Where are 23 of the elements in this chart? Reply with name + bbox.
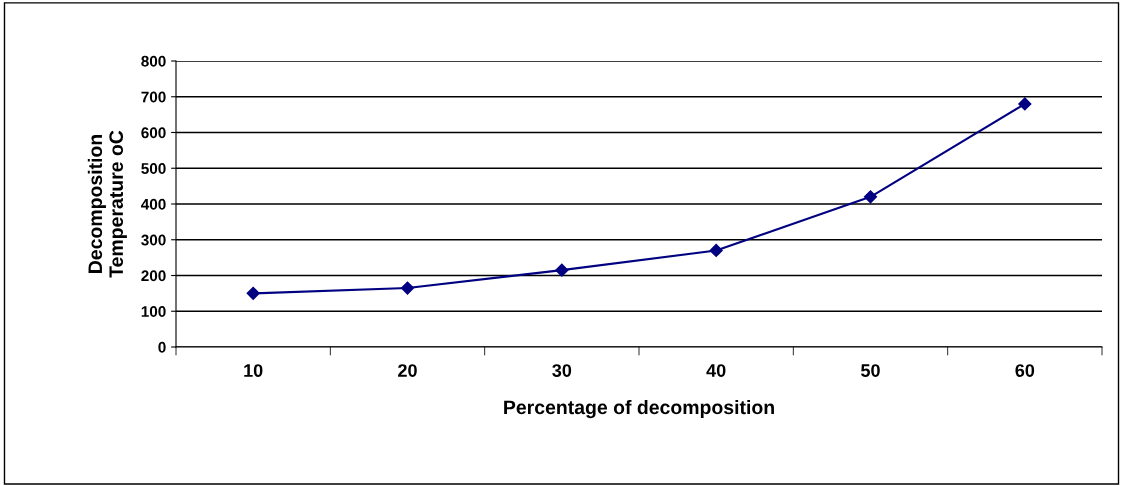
y-tick-label: 100 — [141, 306, 166, 317]
x-tick-label: 10 — [244, 364, 263, 377]
y-axis-title: Decomposition Temperature oC — [87, 130, 127, 278]
point — [1018, 97, 1032, 111]
x-tick-label: 20 — [398, 364, 417, 377]
y-tick-label: 500 — [141, 163, 166, 174]
y-tick-label: 800 — [141, 55, 166, 67]
y-tick-label: 0 — [158, 341, 166, 353]
x-tick-label: 30 — [552, 364, 572, 377]
y-tick-label: 300 — [141, 234, 166, 246]
y-tick-label: 200 — [141, 270, 166, 282]
y-tick-label: 700 — [141, 91, 166, 103]
point — [863, 190, 878, 204]
x-tick-label: 50 — [861, 364, 880, 377]
point — [709, 243, 723, 258]
point — [400, 281, 415, 295]
point — [246, 286, 260, 300]
y-tick-label: 400 — [141, 198, 166, 210]
x-tick-label: 40 — [706, 364, 726, 377]
y-tick-label: 600 — [141, 127, 166, 139]
x-tick-label: 60 — [1015, 364, 1035, 377]
point — [555, 263, 569, 277]
x-axis-title: Percentage of decomposition — [504, 399, 774, 419]
